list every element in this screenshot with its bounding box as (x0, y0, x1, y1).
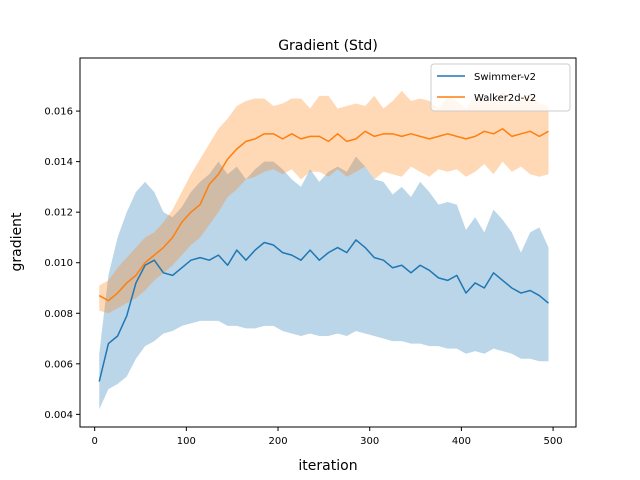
series-line-0 (98, 239, 549, 382)
legend-box (430, 63, 571, 112)
x-axis-label: iteration (298, 458, 357, 474)
y-axis-label: gradient (9, 212, 25, 271)
y-tick-label: 0.012 (44, 208, 73, 219)
y-tick-label: 0.016 (44, 107, 73, 118)
y-tick-label: 0.004 (44, 410, 73, 421)
y-tick-label: 0.006 (44, 359, 73, 370)
chart-title: Gradient (Std) (278, 38, 378, 54)
y-tick-label: 0.010 (44, 258, 73, 269)
plot-area (98, 90, 549, 410)
legend-label-1: Walker2d-v2 (474, 93, 536, 104)
x-tick-label: 400 (452, 436, 471, 447)
axes-frame (79, 57, 577, 428)
legend: Swimmer-v2 Walker2d-v2 (430, 63, 571, 112)
x-tick-label: 500 (544, 436, 563, 447)
legend-label-0: Swimmer-v2 (474, 72, 536, 83)
series-line-1 (98, 128, 549, 302)
series-band-1 (99, 90, 549, 314)
x-tick-label: 100 (177, 436, 196, 447)
series-band-0 (99, 156, 549, 410)
x-tick-label: 200 (268, 436, 287, 447)
x-tick-label: 300 (360, 436, 379, 447)
y-tick-label: 0.014 (44, 157, 73, 168)
x-axis: 0 100 200 300 400 500 (91, 427, 563, 447)
x-tick-label: 0 (91, 436, 97, 447)
y-tick-label: 0.008 (44, 309, 73, 320)
y-axis: 0.004 0.006 0.008 0.010 0.012 0.014 0.016 (44, 107, 80, 421)
